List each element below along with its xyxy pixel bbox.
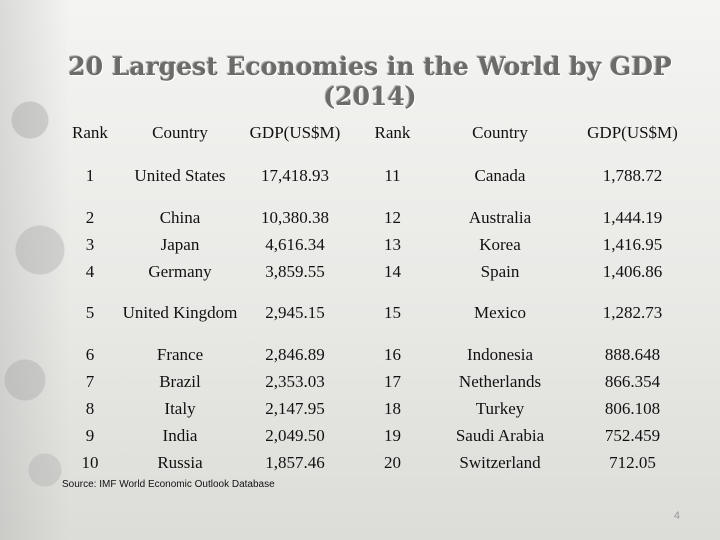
- rank-cell: 16: [384, 344, 401, 364]
- gdp-cell: 2,353.03: [265, 371, 325, 391]
- header-gdp-2: GDP(US$M): [587, 123, 678, 142]
- rank-cell: 6: [85, 344, 95, 364]
- gdp-cell: 1,406.86: [602, 261, 663, 281]
- country-cell: United States: [134, 166, 226, 185]
- gdp-cell: 10,380.38: [261, 207, 329, 227]
- gdp-cell: 1,282.73: [602, 303, 663, 322]
- gdp-cell: 4,616.34: [265, 234, 325, 254]
- rank-cell: 10: [81, 452, 99, 472]
- rank-cell: 18: [384, 398, 401, 418]
- table-header-row: Rank Country GDP(US$M) Rank Country GDP(…: [60, 118, 700, 148]
- gdp-cell: 3,859.55: [265, 261, 325, 281]
- country-cell: Switzerland: [459, 452, 541, 472]
- country-cell: Brazil: [159, 371, 201, 391]
- source-note: Source: IMF World Economic Outlook Datab…: [62, 479, 275, 490]
- country-cell: Germany: [148, 261, 212, 281]
- decorative-ornament: [0, 0, 70, 540]
- table-row: 4 Germany 3,859.55 14 Spain 1,406.86: [60, 258, 700, 285]
- gdp-cell: 806.108: [604, 398, 661, 418]
- table-row: 2 China 10,380.38 12 Australia 1,444.19: [60, 204, 700, 231]
- table-row: 8 Italy 2,147.95 18 Turkey 806.108: [60, 395, 700, 422]
- table-row: 9 India 2,049.50 19 Saudi Arabia 752.459: [60, 422, 700, 449]
- gdp-cell: 866.354: [604, 371, 661, 391]
- gdp-cell: 2,846.89: [265, 344, 325, 364]
- country-cell: Turkey: [475, 398, 525, 418]
- rank-cell: 7: [85, 371, 95, 391]
- gdp-cell: 2,945.15: [265, 303, 325, 322]
- header-rank-2: Rank: [374, 123, 411, 142]
- slide-title: 20 Largest Economies in the World by GDP…: [68, 52, 672, 111]
- rank-cell: 5: [85, 303, 95, 322]
- country-cell: United Kingdom: [122, 303, 238, 322]
- rank-cell: 11: [384, 166, 401, 185]
- rank-cell: 4: [85, 261, 95, 281]
- rank-cell: 20: [384, 452, 401, 472]
- rank-cell: 2: [85, 207, 95, 227]
- gdp-cell: 752.459: [604, 425, 661, 445]
- slide-number: 4: [673, 510, 680, 522]
- gdp-cell: 17,418.93: [261, 166, 329, 185]
- table-row: 10 Russia 1,857.46 20 Switzerland 712.05: [60, 449, 700, 476]
- rank-cell: 1: [85, 166, 95, 185]
- country-cell: Indonesia: [466, 344, 534, 364]
- rank-cell: 15: [384, 303, 401, 322]
- country-cell: Netherlands: [458, 371, 542, 391]
- country-cell: Spain: [480, 261, 520, 281]
- gdp-cell: 1,857.46: [265, 452, 325, 472]
- table-row: 6 France 2,846.89 16 Indonesia 888.648: [60, 341, 700, 368]
- gdp-cell: 1,788.72: [602, 166, 663, 185]
- country-cell: Japan: [160, 234, 200, 254]
- rank-cell: 9: [85, 425, 95, 445]
- header-gdp: GDP(US$M): [249, 123, 341, 142]
- gdp-cell: 712.05: [609, 452, 656, 472]
- rank-cell: 8: [85, 398, 95, 418]
- country-cell: France: [156, 344, 204, 364]
- country-cell: Korea: [479, 234, 521, 254]
- rank-cell: 12: [384, 207, 401, 227]
- rank-cell: 17: [384, 371, 401, 391]
- rank-cell: 19: [384, 425, 401, 445]
- country-cell: China: [159, 207, 201, 227]
- country-cell: India: [162, 425, 198, 445]
- country-cell: Mexico: [474, 303, 526, 322]
- gdp-table: Rank Country GDP(US$M) Rank Country GDP(…: [60, 118, 700, 476]
- country-cell: Canada: [474, 166, 526, 185]
- country-cell: Italy: [164, 398, 196, 418]
- table-row: 5 United Kingdom 2,945.15 15 Mexico 1,28…: [60, 285, 700, 341]
- gdp-cell: 1,444.19: [602, 207, 663, 227]
- gdp-cell: 2,147.95: [265, 398, 325, 418]
- header-rank: Rank: [72, 123, 108, 142]
- table-row: 1 United States 17,418.93 11 Canada 1,78…: [60, 148, 700, 204]
- table-row: 7 Brazil 2,353.03 17 Netherlands 866.354: [60, 368, 700, 395]
- table-row: 3 Japan 4,616.34 13 Korea 1,416.95: [60, 231, 700, 258]
- rank-cell: 14: [384, 261, 401, 281]
- gdp-cell: 2,049.50: [265, 425, 325, 445]
- country-cell: Australia: [468, 207, 532, 227]
- header-country: Country: [152, 123, 208, 142]
- country-cell: Saudi Arabia: [455, 425, 545, 445]
- header-country-2: Country: [472, 123, 528, 142]
- gdp-cell: 888.648: [604, 344, 661, 364]
- gdp-cell: 1,416.95: [602, 234, 663, 254]
- rank-cell: 3: [85, 234, 95, 254]
- rank-cell: 13: [384, 234, 401, 254]
- country-cell: Russia: [157, 452, 203, 472]
